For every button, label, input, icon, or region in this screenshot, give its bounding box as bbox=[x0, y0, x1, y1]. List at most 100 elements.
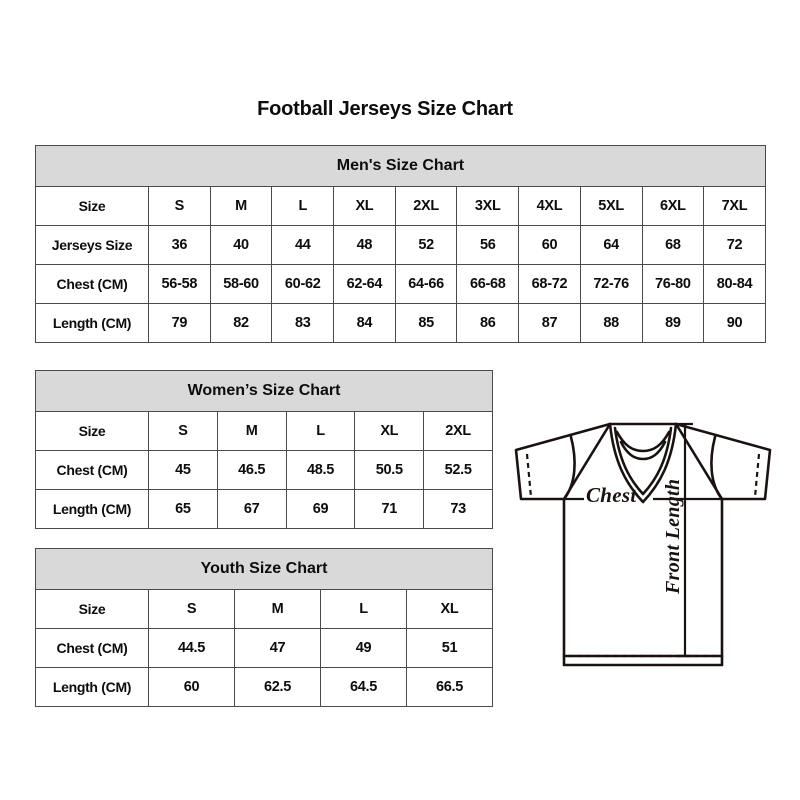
cell: 76-80 bbox=[641, 264, 705, 304]
mens-table-caption: Men's Size Chart bbox=[35, 145, 766, 187]
cell: 49 bbox=[320, 628, 407, 668]
cell: 73 bbox=[423, 489, 494, 529]
cell: 85 bbox=[394, 303, 458, 343]
cell: 80-84 bbox=[703, 264, 766, 304]
column-header-xl: XL bbox=[333, 186, 396, 226]
column-header-size: Size bbox=[35, 186, 149, 226]
cell: 82 bbox=[209, 303, 273, 343]
mens-size-table: Men's Size Chart Size S M L XL 2XL 3XL 4… bbox=[35, 145, 766, 343]
cell: 48 bbox=[333, 225, 396, 265]
jersey-right-sleeve-seam bbox=[710, 435, 724, 501]
cell: 58-60 bbox=[209, 264, 273, 304]
cell: 64-66 bbox=[394, 264, 458, 304]
cell: 72-76 bbox=[579, 264, 643, 304]
jersey-right-sleeve bbox=[674, 422, 772, 501]
column-header-s: S bbox=[148, 186, 211, 226]
cell: 90 bbox=[703, 303, 766, 343]
column-header-6xl: 6XL bbox=[641, 186, 705, 226]
cell: 62-64 bbox=[333, 264, 396, 304]
table-header-row: Size S M L XL 2XL 3XL 4XL 5XL 6XL 7XL bbox=[35, 186, 766, 226]
column-header-s: S bbox=[148, 589, 235, 629]
column-header-m: M bbox=[209, 186, 273, 226]
cell: 60-62 bbox=[271, 264, 335, 304]
column-header-3xl: 3XL bbox=[456, 186, 520, 226]
cell: 88 bbox=[579, 303, 643, 343]
row-header-length: Length (CM) bbox=[35, 303, 149, 343]
cell: 68 bbox=[641, 225, 705, 265]
column-header-m: M bbox=[234, 589, 321, 629]
column-header-l: L bbox=[320, 589, 407, 629]
column-header-7xl: 7XL bbox=[703, 186, 766, 226]
table-header-row: Size S M L XL bbox=[35, 589, 494, 629]
row-header-chest: Chest (CM) bbox=[35, 264, 149, 304]
cell: 56-58 bbox=[148, 264, 211, 304]
cell: 83 bbox=[271, 303, 335, 343]
jersey-neck-inner-1 bbox=[613, 426, 673, 496]
column-header-l: L bbox=[271, 186, 335, 226]
cell: 47 bbox=[234, 628, 321, 668]
table-caption-row: Women’s Size Chart bbox=[34, 370, 494, 412]
cell: 84 bbox=[333, 303, 396, 343]
jersey-measurement-diagram: Chest Front Length bbox=[498, 398, 788, 688]
cell: 64 bbox=[579, 225, 643, 265]
cell: 65 bbox=[148, 489, 218, 529]
jersey-svg bbox=[514, 422, 772, 667]
cell: 50.5 bbox=[354, 450, 425, 490]
cell: 69 bbox=[285, 489, 356, 529]
front-length-measurement-label: Front Length bbox=[662, 478, 684, 594]
row-header-chest: Chest (CM) bbox=[35, 450, 149, 490]
cell: 64.5 bbox=[320, 667, 407, 707]
table-row: Jerseys Size 36 40 44 48 52 56 60 64 68 … bbox=[35, 225, 766, 265]
page-title: Football Jerseys Size Chart bbox=[257, 98, 513, 120]
cell: 60 bbox=[148, 667, 235, 707]
cell: 36 bbox=[148, 225, 211, 265]
jersey-left-sleeve-seam bbox=[562, 435, 576, 501]
column-header-s: S bbox=[148, 411, 218, 451]
table-row: Length (CM) 79 82 83 84 85 86 87 88 89 9… bbox=[35, 303, 766, 343]
cell: 89 bbox=[641, 303, 705, 343]
row-header-length: Length (CM) bbox=[35, 667, 149, 707]
cell: 67 bbox=[216, 489, 287, 529]
cell: 62.5 bbox=[234, 667, 321, 707]
jersey-collar-rib-2 bbox=[619, 440, 667, 461]
womens-table-caption: Women’s Size Chart bbox=[34, 370, 494, 412]
cell: 52.5 bbox=[423, 450, 494, 490]
cell: 72 bbox=[703, 225, 766, 265]
table-caption-row: Men's Size Chart bbox=[35, 145, 766, 187]
youth-table-caption: Youth Size Chart bbox=[34, 548, 494, 590]
youth-size-table: Youth Size Chart Size S M L XL Chest (CM… bbox=[34, 548, 494, 707]
column-header-xl: XL bbox=[405, 589, 494, 629]
column-header-2xl: 2XL bbox=[394, 186, 458, 226]
table-row: Chest (CM) 56-58 58-60 60-62 62-64 64-66… bbox=[35, 264, 766, 304]
jersey-collar-rib-1 bbox=[615, 430, 671, 453]
column-header-m: M bbox=[216, 411, 287, 451]
cell: 66-68 bbox=[456, 264, 520, 304]
cell: 87 bbox=[518, 303, 581, 343]
cell: 56 bbox=[456, 225, 520, 265]
cell: 46.5 bbox=[216, 450, 287, 490]
cell: 45 bbox=[148, 450, 218, 490]
column-header-4xl: 4XL bbox=[518, 186, 581, 226]
table-row: Length (CM) 60 62.5 64.5 66.5 bbox=[35, 667, 494, 707]
column-header-size: Size bbox=[35, 589, 149, 629]
jersey-left-sleeve bbox=[514, 422, 612, 501]
jersey-right-cuff-stitch bbox=[753, 453, 761, 498]
column-header-5xl: 5XL bbox=[579, 186, 643, 226]
table-header-row: Size S M L XL 2XL bbox=[35, 411, 494, 451]
column-header-l: L bbox=[285, 411, 356, 451]
jersey-neck-outer bbox=[608, 422, 678, 504]
row-header-chest: Chest (CM) bbox=[35, 628, 149, 668]
cell: 48.5 bbox=[285, 450, 356, 490]
cell: 86 bbox=[456, 303, 520, 343]
row-header-jerseys-size: Jerseys Size bbox=[35, 225, 149, 265]
table-row: Length (CM) 65 67 69 71 73 bbox=[35, 489, 494, 529]
row-header-length: Length (CM) bbox=[35, 489, 149, 529]
cell: 79 bbox=[148, 303, 211, 343]
cell: 60 bbox=[518, 225, 581, 265]
cell: 40 bbox=[209, 225, 273, 265]
table-row: Chest (CM) 44.5 47 49 51 bbox=[35, 628, 494, 668]
column-header-2xl: 2XL bbox=[423, 411, 494, 451]
cell: 66.5 bbox=[405, 667, 494, 707]
table-caption-row: Youth Size Chart bbox=[34, 548, 494, 590]
cell: 52 bbox=[394, 225, 458, 265]
